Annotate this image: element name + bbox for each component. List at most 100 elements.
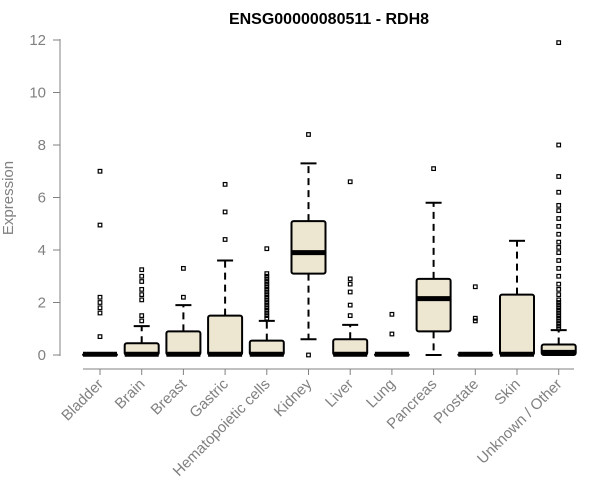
- y-axis-title: Expression: [0, 161, 17, 235]
- category-label: Brain: [112, 376, 149, 413]
- box-skin: [499, 239, 535, 357]
- boxes-group: [82, 40, 577, 358]
- outlier-point: [472, 318, 478, 324]
- outlier-point: [264, 246, 270, 252]
- outlier-point: [556, 326, 562, 332]
- outlier-point: [181, 294, 186, 300]
- outlier-point: [306, 352, 311, 358]
- outlier-point: [347, 281, 353, 287]
- outlier-point: [264, 273, 270, 279]
- outlier-point: [264, 294, 270, 300]
- box-iqr: [499, 293, 535, 356]
- outlier-point: [556, 208, 562, 214]
- outlier-point: [556, 286, 562, 292]
- outlier-point: [264, 289, 270, 295]
- outlier-point: [556, 231, 562, 237]
- box-iqr: [415, 277, 452, 333]
- outlier-point: [389, 331, 395, 337]
- outlier-point: [97, 305, 103, 311]
- outlier-point: [97, 222, 103, 228]
- outlier-point: [556, 40, 562, 46]
- category-label: Bladder: [58, 376, 107, 425]
- outlier-point: [556, 310, 562, 316]
- outlier-point: [556, 239, 562, 245]
- box-kidney: [290, 132, 327, 358]
- outlier-point: [556, 244, 562, 250]
- outlier-point: [139, 313, 145, 319]
- outlier-point: [97, 334, 103, 340]
- outlier-point: [264, 297, 270, 303]
- outlier-point: [306, 132, 311, 137]
- outlier-point: [556, 223, 562, 229]
- outlier-point: [556, 258, 562, 263]
- outlier-point: [347, 313, 353, 319]
- outlier-point: [97, 294, 103, 300]
- outlier-point: [264, 281, 270, 287]
- category-label: Skin: [491, 376, 524, 409]
- category-label: Prostate: [431, 376, 483, 428]
- outlier-point: [556, 315, 562, 321]
- outlier-point: [347, 302, 353, 308]
- outlier-point: [264, 279, 270, 284]
- outlier-point: [264, 313, 270, 319]
- outlier-point: [556, 313, 562, 319]
- outlier-point: [556, 300, 562, 305]
- outlier-point: [556, 265, 562, 271]
- category-label: Lung: [363, 376, 399, 412]
- box-liver: [332, 179, 369, 357]
- outlier-point: [97, 168, 103, 174]
- outlier-point: [556, 216, 562, 221]
- box-prostate: [457, 284, 494, 357]
- outlier-point: [347, 289, 353, 295]
- y-axis: 0 2 4 6 8 10 12: [29, 32, 61, 364]
- outlier-point: [139, 273, 145, 279]
- outlier-point: [389, 311, 395, 317]
- outlier-point: [264, 305, 270, 311]
- outlier-point: [556, 297, 562, 303]
- outlier-point: [556, 292, 562, 298]
- outlier-point: [556, 318, 562, 324]
- outlier-point: [139, 292, 145, 298]
- box-breast: [165, 265, 202, 357]
- box-iqr: [290, 220, 327, 275]
- outlier-point: [556, 202, 562, 208]
- outlier-point: [264, 284, 270, 290]
- outlier-point: [556, 250, 562, 256]
- outlier-point: [264, 302, 270, 308]
- box-pancreas: [415, 166, 452, 356]
- outlier-point: [472, 315, 478, 321]
- outlier-point: [556, 281, 562, 287]
- outlier-point: [139, 279, 145, 284]
- outlier-point: [556, 307, 562, 313]
- outlier-point: [222, 181, 228, 187]
- outlier-point: [556, 273, 562, 279]
- category-label: Liver: [322, 376, 357, 411]
- box-bladder: [82, 168, 118, 357]
- outlier-point: [347, 179, 353, 185]
- outlier-point: [222, 209, 228, 215]
- outlier-point: [181, 265, 186, 271]
- outlier-point: [556, 321, 562, 326]
- box-lung: [373, 311, 410, 357]
- y-tick-label: 6: [38, 190, 46, 207]
- outlier-point: [556, 305, 562, 311]
- category-label: Kidney: [271, 375, 316, 420]
- outlier-point: [556, 142, 562, 148]
- y-tick-label: 12: [29, 32, 46, 49]
- outlier-point: [264, 276, 270, 282]
- outlier-point: [264, 315, 270, 321]
- outlier-point: [556, 174, 562, 179]
- y-tick-label: 0: [38, 347, 46, 364]
- box-iqr: [207, 314, 244, 356]
- box-gastric: [207, 181, 244, 357]
- outlier-point: [264, 307, 270, 313]
- outlier-point: [139, 267, 145, 273]
- outlier-point: [264, 271, 270, 277]
- outlier-point: [556, 323, 562, 329]
- outlier-point: [264, 300, 270, 305]
- outlier-point: [472, 284, 478, 290]
- outlier-point: [97, 300, 103, 305]
- outlier-point: [222, 237, 228, 242]
